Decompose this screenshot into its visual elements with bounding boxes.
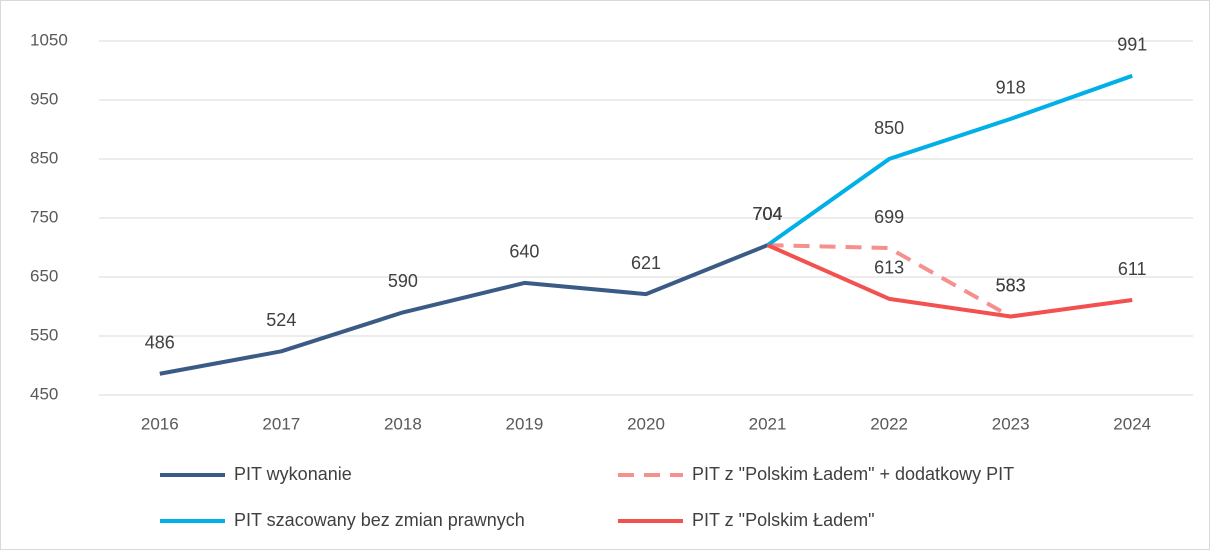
data-label: 704 — [753, 204, 783, 224]
data-label: 611 — [1118, 259, 1147, 279]
data-label: 699 — [874, 207, 904, 227]
x-tick-label: 2019 — [506, 414, 544, 433]
data-label: 704 — [753, 204, 783, 224]
x-tick-label: 2016 — [141, 414, 179, 433]
series-line — [766, 73, 1133, 247]
series-line — [767, 243, 1012, 319]
y-tick-label: 650 — [30, 266, 58, 285]
series-line — [766, 243, 1133, 319]
data-label: 613 — [874, 258, 904, 278]
data-label: 486 — [145, 333, 175, 353]
data-label: 590 — [388, 271, 418, 291]
data-label: 850 — [874, 118, 904, 138]
legend-label: PIT wykonanie — [234, 464, 352, 484]
y-tick-label: 750 — [30, 207, 58, 226]
data-label: 918 — [996, 78, 1026, 98]
x-tick-label: 2022 — [870, 414, 908, 433]
legend-label: PIT z "Polskim Ładem" — [692, 510, 875, 530]
series-line — [159, 243, 769, 376]
legend-label: PIT z "Polskim Ładem" + dodatkowy PIT — [692, 464, 1014, 484]
y-tick-label: 550 — [30, 325, 58, 344]
x-tick-label: 2023 — [992, 414, 1030, 433]
data-label: 524 — [266, 310, 296, 330]
y-tick-label: 450 — [30, 384, 58, 403]
data-label: 621 — [631, 253, 661, 273]
x-tick-label: 2020 — [627, 414, 665, 433]
y-tick-label: 850 — [30, 148, 58, 167]
data-label: 640 — [509, 242, 539, 262]
y-tick-label: 950 — [30, 89, 58, 108]
data-label: 991 — [1117, 35, 1147, 55]
x-tick-label: 2018 — [384, 414, 422, 433]
legend-label: PIT szacowany bez zmian prawnych — [234, 510, 525, 530]
x-tick-label: 2021 — [749, 414, 787, 433]
x-tick-label: 2017 — [262, 414, 300, 433]
y-tick-label: 1050 — [30, 30, 68, 49]
data-label: 704 — [753, 204, 783, 224]
data-label: 704 — [753, 204, 783, 224]
data-label: 583 — [996, 275, 1026, 295]
x-tick-label: 2024 — [1113, 414, 1151, 433]
data-label: 583 — [996, 275, 1026, 295]
